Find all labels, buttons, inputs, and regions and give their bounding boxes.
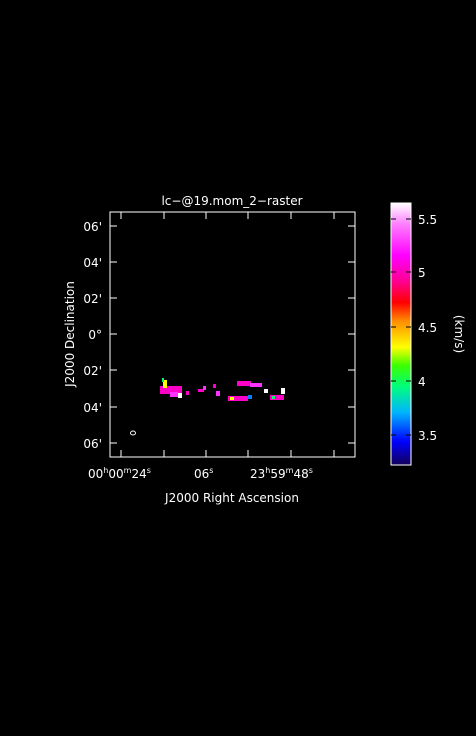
colorbar-tick-labels: 5.5 5 4.5 4 3.5 — [418, 213, 437, 443]
emission-pixel — [237, 381, 251, 386]
emission-pixel — [264, 389, 268, 393]
y-tick-label: 06' — [83, 220, 102, 234]
emission-pixel — [228, 396, 248, 401]
emission-pixel — [213, 384, 216, 388]
emission-pixel — [270, 395, 284, 400]
colorbar-tick-label: 5 — [418, 266, 426, 280]
x-axis-label: J2000 Right Ascension — [164, 491, 299, 505]
colorbar — [390, 202, 412, 466]
colorbar-tick-label: 4 — [418, 375, 426, 389]
emission-pixel — [230, 397, 234, 400]
x-tick-labels: 00h00m24s 06s 23h59m48s — [88, 466, 313, 481]
plot-frame — [109, 211, 356, 458]
colorbar-tick-label: 5.5 — [418, 213, 437, 227]
y-tick-label: 06' — [83, 437, 102, 451]
x-tick-label-ra-start: 00h00m24s — [88, 466, 151, 481]
y-tick-label: 04' — [83, 401, 102, 415]
y-axis-label: J2000 Declination — [63, 281, 77, 388]
x-tick-marks — [120, 212, 335, 457]
emission-pixel — [216, 391, 220, 396]
y-tick-label: 02' — [83, 364, 102, 378]
y-tick-label: 02' — [83, 292, 102, 306]
y-tick-label: 04' — [83, 256, 102, 270]
y-tick-label: 0° — [88, 328, 102, 342]
emission-pixel — [163, 380, 167, 388]
emission-pixel — [198, 389, 204, 392]
y-tick-marks — [110, 225, 355, 444]
emission-pixel — [272, 396, 275, 399]
emission-pixel — [250, 383, 262, 387]
x-tick-label-ra-mid: 06s — [194, 466, 213, 481]
beam-ellipse — [130, 430, 136, 436]
emission-pixel — [160, 386, 182, 394]
plot-title: lc−@19.mom_2−raster — [161, 194, 302, 208]
emission-pixel — [248, 395, 252, 399]
colorbar-tick-label: 3.5 — [418, 429, 437, 443]
x-tick-label-ra-end: 23h59m48s — [250, 466, 313, 481]
colorbar-unit-label: (km/s) — [452, 315, 466, 353]
emission-region — [160, 378, 285, 401]
emission-pixel — [178, 393, 182, 398]
emission-pixel — [170, 392, 178, 397]
emission-pixel — [186, 391, 189, 395]
emission-pixel — [162, 378, 164, 382]
emission-pixel — [203, 386, 206, 390]
emission-pixel — [281, 388, 285, 394]
y-tick-labels: 06' 04' 02' 0° 02' 04' 06' — [83, 220, 102, 451]
colorbar-tick-label: 4.5 — [418, 321, 437, 335]
colorbar-ticks — [391, 218, 411, 436]
